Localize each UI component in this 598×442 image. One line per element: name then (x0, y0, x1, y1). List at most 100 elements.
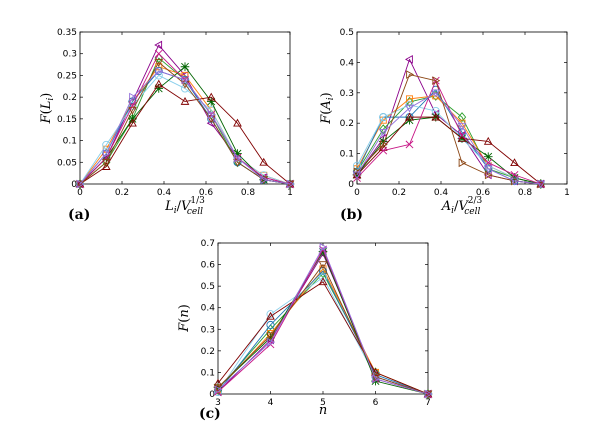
panel-b-ytick-label: 0.4 (340, 58, 355, 68)
panel-a-series-7-line (79, 83, 291, 185)
panel-a-series-3-point (181, 71, 189, 79)
panel-c-series-7-line (217, 281, 429, 395)
panel-b-ytick-label: 0.1 (340, 150, 354, 160)
panel-c-xtick-label: 3 (215, 398, 221, 408)
panel-a-series-9-line (79, 61, 291, 185)
panel-b-ytick-label: 0.3 (340, 89, 354, 99)
panel-a-series-6-point (206, 97, 216, 106)
panel-c-series-4-line (217, 270, 429, 395)
panel-b-series-9-line (356, 74, 541, 185)
panel-c-series-7-point (318, 277, 328, 286)
panel-c-series-10-point (372, 374, 381, 384)
panel-a-axes-frame (79, 31, 291, 185)
panel-a-series-10-point (181, 75, 190, 85)
panel-b-ytick-label: 0.5 (340, 28, 354, 38)
panel-c-xtick-label: 6 (373, 398, 379, 408)
panel-c-series-4-point (266, 320, 275, 330)
panel-c-series-9-point (423, 390, 433, 399)
panel-b-series-2-line (356, 95, 541, 185)
panel-b-series-7-line (356, 116, 542, 185)
panel-b-series-10-point (431, 89, 441, 98)
panel-b-series-10-point (352, 171, 362, 180)
panel-b-series-10-point (510, 177, 519, 186)
panel-a-series-10-point (207, 110, 216, 119)
panel-c-series-6-point (318, 247, 328, 256)
panel-a-ylabel: F(Li) (39, 93, 56, 125)
panel-b-series-9-point (484, 170, 493, 180)
panel-b-series-10-point (457, 122, 467, 131)
panel-a-ticks: 0 0.2 0.4 0.6 0.8 1 0 0.05 0.1 0.15 0.2 0.25 0.3 0.35 (57, 28, 293, 198)
panel-a-xtick-label: 0.6 (199, 188, 214, 198)
panel-b-series-8-point (458, 131, 466, 140)
panel-a-series-5-point (154, 71, 163, 80)
panel-b-series-1-point (404, 54, 413, 64)
panel-c-series-5-line (217, 277, 429, 395)
panel-a-series-7-point (233, 118, 242, 127)
panel-a-series-6-point (233, 149, 242, 158)
panel-a-letter: (a) (68, 207, 90, 223)
panel-a-ytick-label: 0.3 (63, 50, 77, 60)
panel-b-ytick-label: 0 (348, 180, 354, 190)
panel-a-xlabel: Li/V1/3 cell (164, 196, 205, 217)
panel-b-axes-frame (356, 31, 568, 185)
panel-b-series-7-point (483, 136, 493, 145)
panel-a-series-7-point (180, 96, 190, 105)
panel-a-series-10-point (102, 149, 111, 158)
panel-c: 3 4 5 6 7 0 0.1 0.2 0.3 0.4 0.5 0.6 0.7 F(n) n (c) (177, 239, 433, 422)
panel-a-ytick-label: 0 (71, 180, 77, 190)
panel-c-series-9-line (217, 264, 429, 395)
panel-b-xtick-label: 1 (564, 188, 570, 198)
panel-c-ytick-label: 0.2 (201, 347, 215, 357)
panel-b-series-6-point (378, 137, 388, 146)
panel-b-series-10-line (356, 92, 541, 185)
panel-a-series-10-point (260, 175, 269, 185)
panel-b-series-9-point (511, 176, 520, 186)
panel-b: 0 0.2 0.4 0.6 0.8 1 0 0.1 0.2 0.3 0.4 0.5 F(Ai) Ai/… (319, 28, 570, 223)
panel-a-ytick-label: 0.25 (57, 71, 77, 81)
panel-a-ytick-label: 0.35 (57, 28, 77, 38)
panel-b-series-10-point (483, 165, 493, 174)
panel-b-series-2-point (457, 112, 467, 123)
panel-b-xtick-label: 0.8 (518, 188, 533, 198)
panel-a: 0 0.2 0.4 0.6 0.8 1 0 0.05 0.1 0.15 0.2 0.25 0.3 0.35… (39, 28, 295, 223)
panel-b-xtick-label: 0.6 (476, 188, 491, 198)
panel-a-series-7-point (128, 118, 137, 127)
panel-c-ytick-label: 0.7 (201, 239, 215, 249)
panel-b-series-8-line (356, 80, 541, 185)
panel-b-series-10-point (405, 104, 414, 113)
panel-c-series-7-point (213, 378, 223, 387)
panel-b-series-7-point (457, 133, 467, 142)
panel-b-series-8-point (405, 140, 414, 149)
panel-a-series-7-point (206, 92, 216, 101)
panel-c-series-10-point (267, 337, 276, 347)
panel-c-series-7-point (266, 311, 275, 320)
panel-c-series-3-line (217, 268, 429, 395)
panel-c-ytick-label: 0.6 (201, 261, 216, 271)
panel-a-series-3-point (155, 63, 163, 71)
panel-c-series-10-point (214, 385, 223, 395)
panel-c-series-10-line (217, 246, 429, 395)
panel-a-series-6-point (154, 84, 164, 93)
panel-b-series-2-point (379, 124, 388, 135)
panel-a-series-1-point (154, 40, 163, 50)
panel-a-ytick-label: 0.1 (63, 137, 77, 147)
panel-c-series-10-point (319, 242, 328, 252)
panel-b-letter: (b) (340, 207, 363, 223)
panel-b-xtick-label: 0 (354, 188, 360, 198)
panel-a-series-10-point (234, 153, 243, 163)
panel-a-xtick-label: 1 (287, 188, 293, 198)
panel-c-ytick-label: 0 (209, 390, 215, 400)
panel-c-xtick-label: 7 (425, 398, 431, 408)
panel-a-ytick-label: 0.2 (63, 93, 77, 103)
panel-a-series-10-point (155, 66, 164, 76)
panel-b-xtick-label: 0.2 (392, 188, 406, 198)
panel-b-series-5-point (379, 113, 388, 122)
panel-a-xtick-label: 0.8 (241, 188, 256, 198)
panel-a-series-9-point (101, 158, 111, 167)
panel-a-series-9-point (75, 180, 85, 189)
panel-a-series-9-point (285, 180, 295, 189)
panel-a-series-9-point (206, 115, 216, 124)
panel-c-series-6-point (266, 333, 275, 343)
panel-b-xlabel: Ai/V2/3 cell (441, 196, 483, 217)
panel-a-series-10-point (286, 179, 295, 189)
